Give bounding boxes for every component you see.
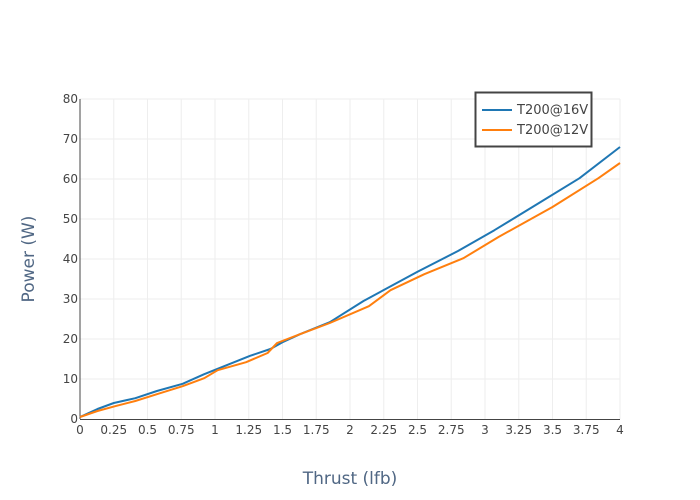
- x-tick-label: 2.75: [438, 423, 465, 437]
- series-line-1: [79, 162, 621, 418]
- x-tick-label: 2: [346, 423, 354, 437]
- x-tick-label: 4: [616, 423, 624, 437]
- series-lines: [79, 146, 621, 418]
- x-tick-label: 1.5: [273, 423, 292, 437]
- x-tick-label: 0: [76, 423, 84, 437]
- y-tick-label: 80: [63, 92, 78, 106]
- series-line-0: [79, 146, 621, 418]
- x-tick-label: 2.25: [370, 423, 397, 437]
- x-tick-label: 0.75: [168, 423, 195, 437]
- y-tick-label: 20: [63, 332, 78, 346]
- x-tick-label: 0.5: [138, 423, 157, 437]
- y-tick-label: 70: [63, 132, 78, 146]
- x-tick-label: 3.5: [543, 423, 562, 437]
- y-tick-label: 40: [63, 252, 78, 266]
- legend-label-12v[interactable]: T200@12V: [516, 123, 588, 138]
- x-tick-label: 3.75: [573, 423, 600, 437]
- legend[interactable]: T200@16V T200@12V: [474, 91, 593, 148]
- y-tick-label: 10: [63, 372, 78, 386]
- x-axis-title: Thrust (lfb): [302, 469, 398, 489]
- y-tick-label: 60: [63, 172, 78, 186]
- y-axis-title: Power (W): [19, 216, 39, 303]
- x-tick-label: 3: [481, 423, 489, 437]
- x-tick-label: 1.75: [303, 423, 330, 437]
- x-tick-label: 2.5: [408, 423, 427, 437]
- y-tick-label: 50: [63, 212, 78, 226]
- legend-label-16v[interactable]: T200@16V: [516, 103, 588, 118]
- y-tick-label: 30: [63, 292, 78, 306]
- legend-box: [474, 91, 593, 148]
- axes: [79, 99, 620, 420]
- x-tick-label: 1.25: [235, 423, 262, 437]
- x-tick-labels: 0 0.25 0.5 0.75 1 1.25 1.5 1.75 2 2.25 2.5 2.75 3 3.2…: [76, 423, 624, 437]
- x-tick-label: 1: [211, 423, 219, 437]
- y-tick-label: 0: [70, 412, 78, 426]
- x-tick-label: 0.25: [100, 423, 127, 437]
- x-tick-label: 3.25: [505, 423, 532, 437]
- y-tick-labels: 0 10 20 30 40 50 60 70 80: [63, 92, 78, 426]
